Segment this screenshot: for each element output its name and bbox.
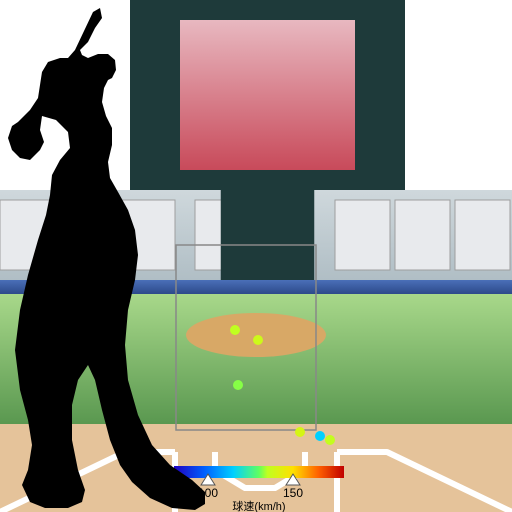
legend-tick-label: 150 — [283, 486, 303, 500]
stand-panel — [335, 200, 390, 270]
stand-panel — [395, 200, 450, 270]
pitchers-mound — [186, 313, 326, 357]
speed-legend-bar — [174, 466, 344, 478]
pitch-marker — [230, 325, 240, 335]
pitch-marker — [325, 435, 335, 445]
pitch-marker — [253, 335, 263, 345]
scoreboard-support — [221, 190, 315, 280]
pitch-marker — [233, 380, 243, 390]
scoreboard-screen — [180, 20, 355, 170]
pitch-marker — [295, 427, 305, 437]
legend-axis-label: 球速(km/h) — [232, 499, 285, 512]
pitch-marker — [315, 431, 325, 441]
stand-panel — [455, 200, 510, 270]
